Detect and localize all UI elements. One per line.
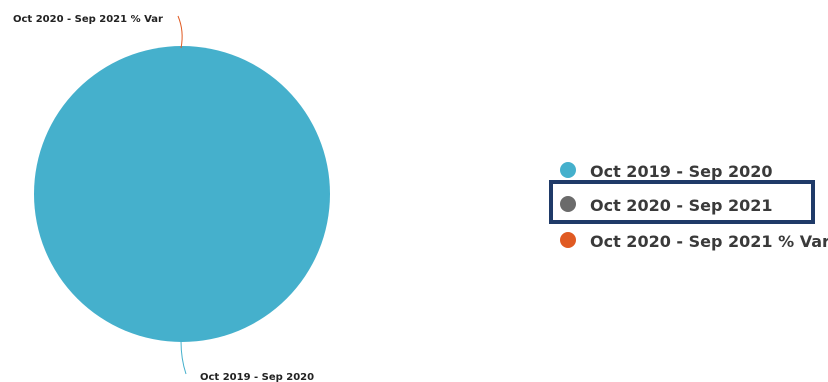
slice-label-2019: Oct 2019 - Sep 2020 [200, 372, 314, 382]
legend-item-var[interactable]: Oct 2020 - Sep 2021 % Var [560, 232, 828, 251]
legend-item-2019[interactable]: Oct 2019 - Sep 2020 [560, 162, 773, 181]
legend-item-2020[interactable]: Oct 2020 - Sep 2021 [560, 196, 773, 215]
legend: Oct 2019 - Sep 2020 Oct 2020 - Sep 2021 … [549, 162, 828, 251]
legend-marker-var [560, 232, 576, 248]
legend-marker-2019 [560, 162, 576, 178]
legend-label-var: Oct 2020 - Sep 2021 % Var [590, 232, 828, 251]
legend-marker-2020 [560, 196, 576, 212]
legend-label-2019: Oct 2019 - Sep 2020 [590, 162, 773, 181]
pie-slices [34, 46, 330, 342]
pie-slice-1[interactable] [34, 46, 330, 342]
legend-highlight-box [549, 180, 815, 224]
legend-label-2020: Oct 2020 - Sep 2021 [590, 196, 773, 215]
leader-line-var [177, 15, 183, 49]
leader-line-2019 [180, 340, 187, 375]
slice-label-var: Oct 2020 - Sep 2021 % Var [13, 14, 163, 25]
